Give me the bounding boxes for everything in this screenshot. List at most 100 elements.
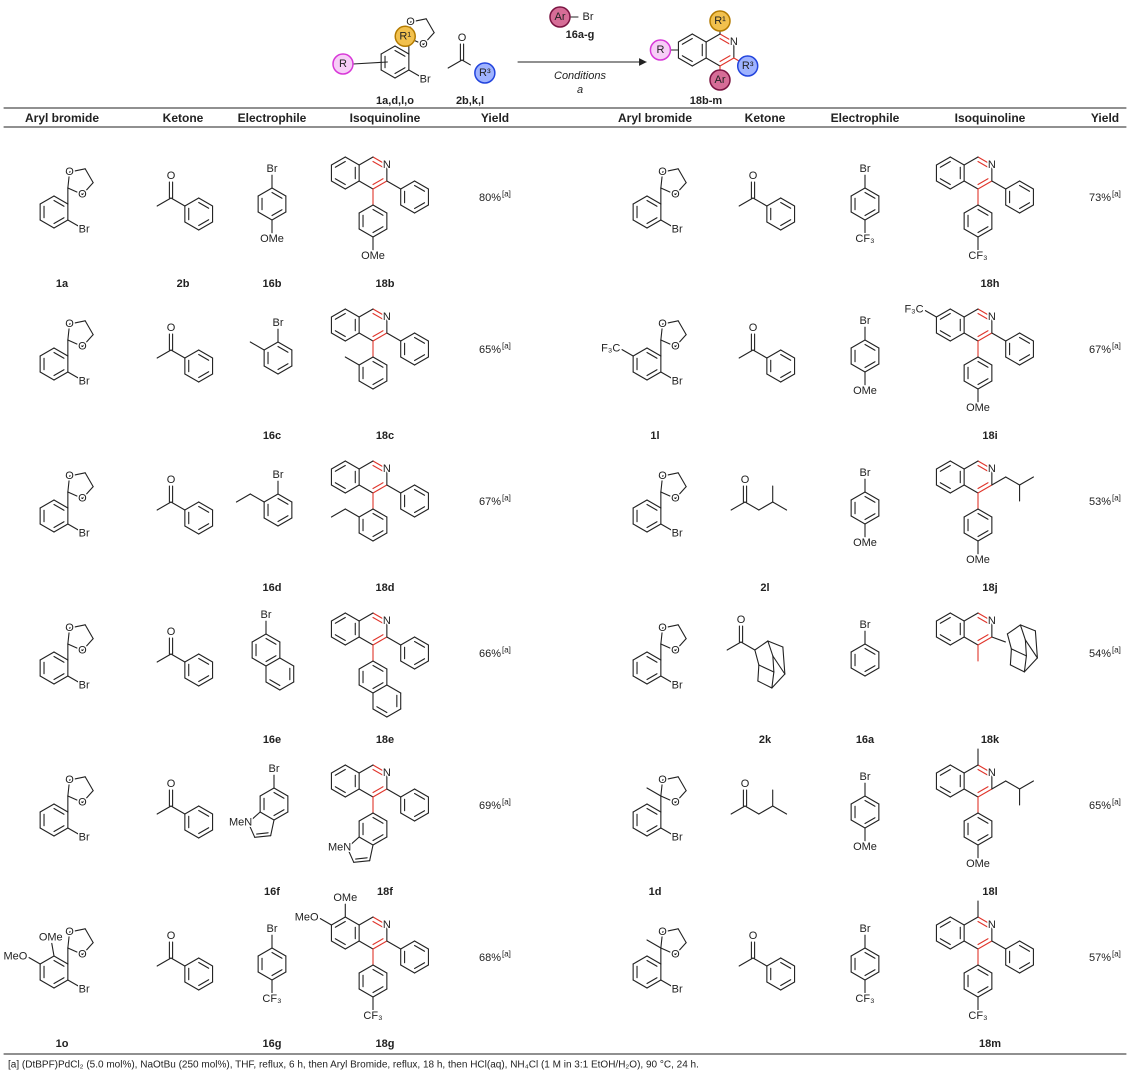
- bond: [53, 651, 69, 661]
- bond: [780, 349, 796, 359]
- bond: [344, 940, 360, 950]
- reagent-label: 16a-g: [566, 29, 595, 41]
- bond: [660, 491, 677, 500]
- yield-note: [a]: [502, 798, 511, 807]
- compound-label: 16d: [263, 582, 282, 594]
- bond: [198, 505, 210, 513]
- bond: [372, 226, 384, 234]
- bond: [346, 847, 355, 863]
- bond: [39, 371, 55, 381]
- bond: [386, 636, 402, 646]
- atom-label: N: [383, 311, 391, 323]
- bond: [850, 971, 866, 981]
- bond: [400, 484, 416, 494]
- bond: [646, 977, 658, 985]
- compound-label: 16f: [264, 886, 280, 898]
- bond: [977, 360, 989, 368]
- atom-label: CF₃: [855, 233, 874, 245]
- conditions-note: a: [577, 84, 583, 96]
- bond: [414, 944, 426, 952]
- bond: [1019, 356, 1034, 366]
- bond: [780, 353, 792, 361]
- bond: [380, 45, 396, 55]
- bond: [273, 811, 289, 821]
- bond: [277, 345, 289, 353]
- bond: [772, 655, 786, 675]
- bond: [646, 347, 662, 357]
- bond: [372, 764, 388, 774]
- bond: [939, 482, 951, 490]
- bond: [935, 332, 951, 342]
- bond: [977, 484, 993, 494]
- bond: [864, 343, 876, 351]
- bond: [767, 640, 774, 657]
- column-header: Aryl bromide: [618, 111, 692, 125]
- bond: [850, 363, 866, 373]
- atom-label: Br: [860, 315, 871, 327]
- bond: [766, 957, 782, 967]
- bond: [53, 369, 65, 377]
- conditions: Conditions: [554, 70, 606, 82]
- bond: [400, 356, 416, 366]
- bond: [949, 940, 965, 950]
- bond: [400, 508, 416, 518]
- bond: [726, 641, 742, 651]
- bond: [372, 834, 384, 842]
- bond: [269, 679, 281, 687]
- bond: [646, 217, 658, 225]
- column-header: Electrophile: [238, 111, 307, 125]
- yield: 67%: [1089, 344, 1111, 356]
- bond: [67, 947, 84, 956]
- atom-label: O: [671, 797, 680, 809]
- bond: [372, 684, 388, 694]
- bond: [864, 665, 876, 673]
- bond: [977, 460, 993, 470]
- bond: [198, 981, 214, 991]
- atom-label: N: [988, 463, 996, 475]
- atom-label: MeN: [229, 817, 252, 829]
- bond: [156, 957, 172, 967]
- badge-label: R: [656, 44, 664, 56]
- bond: [344, 788, 360, 798]
- bond: [184, 981, 200, 991]
- column-header: Ketone: [745, 111, 786, 125]
- bond: [1019, 180, 1034, 190]
- bond: [864, 187, 880, 197]
- bond: [752, 197, 768, 207]
- bond: [1019, 336, 1031, 344]
- bond: [991, 332, 1007, 342]
- bond: [977, 834, 989, 842]
- bond: [277, 341, 293, 351]
- bond: [963, 988, 979, 998]
- bond: [39, 219, 55, 229]
- bond: [400, 636, 416, 646]
- bond: [674, 638, 687, 652]
- bond: [198, 677, 214, 687]
- bond: [1034, 630, 1038, 659]
- bond: [386, 332, 402, 342]
- bond: [977, 938, 989, 946]
- bond: [372, 940, 388, 950]
- bond: [977, 986, 989, 994]
- bond: [271, 191, 283, 199]
- yield: 53%: [1089, 496, 1111, 508]
- bond: [730, 501, 746, 511]
- bond: [372, 332, 388, 342]
- bond: [660, 979, 673, 987]
- atom-label: Br: [79, 375, 90, 387]
- bond: [674, 334, 687, 348]
- bond: [414, 484, 429, 494]
- substituent-badge: [649, 39, 672, 61]
- column-header: Electrophile: [831, 111, 900, 125]
- bond: [400, 812, 416, 822]
- bond: [422, 32, 435, 46]
- bond: [977, 764, 993, 774]
- badge-label: R¹: [714, 15, 726, 27]
- bond: [81, 942, 94, 956]
- bond: [1024, 639, 1027, 657]
- atom-label: O: [78, 189, 87, 201]
- bond: [691, 33, 707, 43]
- bond: [372, 682, 384, 690]
- bond: [53, 655, 65, 663]
- bond: [939, 768, 951, 776]
